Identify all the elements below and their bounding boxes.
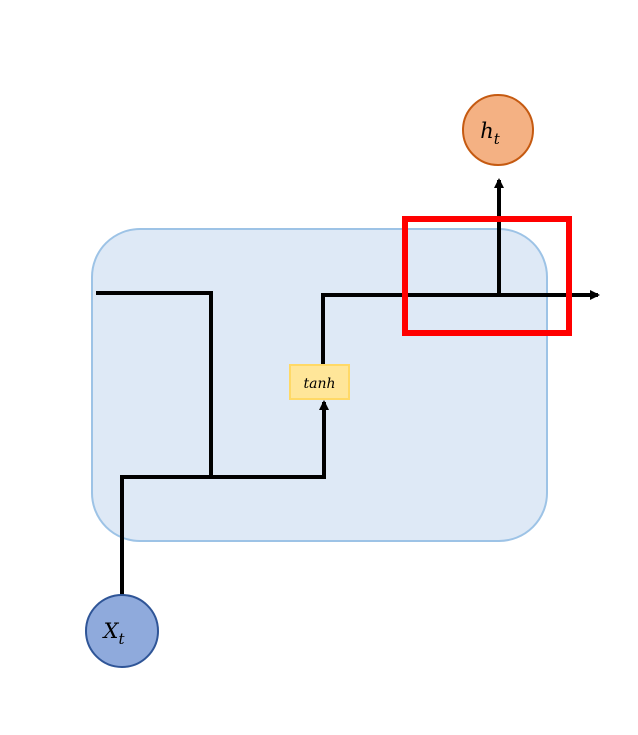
previous-state-line xyxy=(96,291,213,477)
svg-text:ht: ht xyxy=(480,119,501,148)
input-line xyxy=(120,400,329,596)
output-node: ht xyxy=(462,94,534,166)
tanh-label: tanh xyxy=(303,376,335,392)
input-node-base: X xyxy=(102,619,120,643)
highlight-box xyxy=(402,216,572,336)
input-node: Xt xyxy=(85,594,159,668)
tanh-gate: tanh xyxy=(289,364,350,400)
output-node-sub: t xyxy=(494,130,501,148)
svg-text:Xt: Xt xyxy=(102,619,126,648)
output-node-base: h xyxy=(480,119,494,143)
tanh-output-line xyxy=(321,290,600,365)
input-node-sub: t xyxy=(118,630,125,648)
